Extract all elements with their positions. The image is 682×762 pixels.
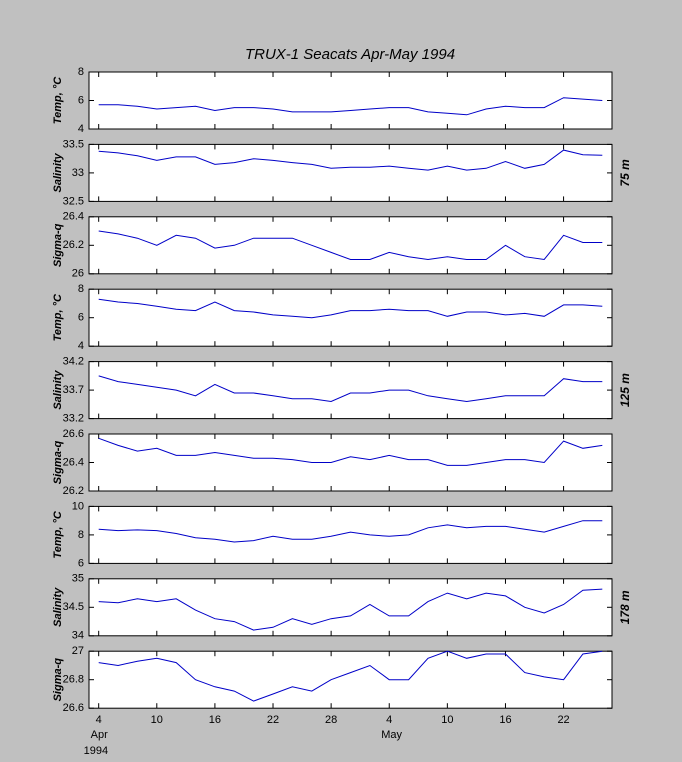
y-tick-label: 4 — [78, 123, 84, 135]
y-tick-label: 34 — [72, 630, 84, 642]
y-tick-label: 26.6 — [63, 428, 84, 440]
x-tick-label: 4 — [386, 714, 392, 726]
x-tick-label: 10 — [151, 714, 163, 726]
y-tick-label: 8 — [78, 283, 84, 295]
y-tick-label: 33.5 — [63, 138, 84, 150]
y-axis-label: Temp, °C — [52, 510, 64, 558]
plot-area — [88, 71, 613, 130]
data-line — [98, 520, 603, 543]
y-axis-label: Sigma-q — [52, 223, 64, 267]
data-line — [98, 437, 603, 466]
x-tick-label: 10 — [441, 714, 453, 726]
y-tick-label: 26.2 — [63, 239, 84, 251]
y-tick-label: 6 — [78, 312, 84, 324]
year-label: 1994 — [84, 745, 108, 757]
y-axis-label: Temp, °C — [52, 76, 64, 124]
plot-area — [88, 650, 613, 709]
data-line — [98, 97, 603, 116]
data-line — [98, 588, 603, 631]
plot-area — [88, 361, 613, 420]
month-label: May — [381, 729, 402, 741]
y-tick-label: 6 — [78, 557, 84, 569]
y-tick-label: 26.6 — [63, 702, 84, 714]
data-line — [98, 230, 603, 261]
plot-area — [88, 143, 613, 202]
y-tick-label: 8 — [78, 66, 84, 78]
y-tick-label: 10 — [72, 500, 84, 512]
y-tick-label: 33 — [72, 167, 84, 179]
y-tick-label: 4 — [78, 340, 84, 352]
y-tick-label: 26.8 — [63, 674, 84, 686]
plot-area — [88, 578, 613, 637]
x-tick-label: 22 — [267, 714, 279, 726]
x-tick-label: 16 — [499, 714, 511, 726]
y-axis-label: Salinity — [52, 587, 64, 627]
y-axis-label: Sigma-q — [52, 658, 64, 702]
data-line — [98, 375, 603, 403]
y-tick-label: 35 — [72, 573, 84, 585]
y-tick-label: 33.2 — [63, 413, 84, 425]
y-axis-label: Temp, °C — [52, 293, 64, 341]
data-line — [98, 298, 603, 319]
plot-area — [88, 216, 613, 275]
y-tick-label: 32.5 — [63, 195, 84, 207]
y-tick-label: 34.5 — [63, 601, 84, 613]
y-axis-label: Salinity — [52, 152, 64, 192]
depth-label: 178 m — [618, 590, 632, 624]
x-tick-label: 4 — [96, 714, 102, 726]
data-line — [98, 149, 603, 171]
y-tick-label: 27 — [72, 645, 84, 657]
x-tick-label: 22 — [557, 714, 569, 726]
y-tick-label: 6 — [78, 94, 84, 106]
data-line — [98, 650, 603, 702]
depth-label: 75 m — [618, 159, 632, 187]
plot-area — [88, 288, 613, 347]
plot-area — [88, 505, 613, 564]
y-tick-label: 26.4 — [63, 456, 84, 468]
y-tick-label: 26 — [72, 268, 84, 280]
x-tick-label: 28 — [325, 714, 337, 726]
y-axis-label: Sigma-q — [52, 441, 64, 485]
y-tick-label: 34.2 — [63, 356, 84, 368]
month-label: Apr — [91, 729, 108, 741]
y-tick-label: 8 — [78, 529, 84, 541]
y-tick-label: 33.7 — [63, 384, 84, 396]
y-tick-label: 26.2 — [63, 485, 84, 497]
x-tick-label: 16 — [209, 714, 221, 726]
plot-area — [88, 433, 613, 492]
y-tick-label: 26.4 — [63, 211, 84, 223]
figure-title: TRUX-1 Seacats Apr-May 1994 — [245, 46, 455, 63]
y-axis-label: Salinity — [52, 370, 64, 410]
depth-label: 125 m — [618, 373, 632, 407]
